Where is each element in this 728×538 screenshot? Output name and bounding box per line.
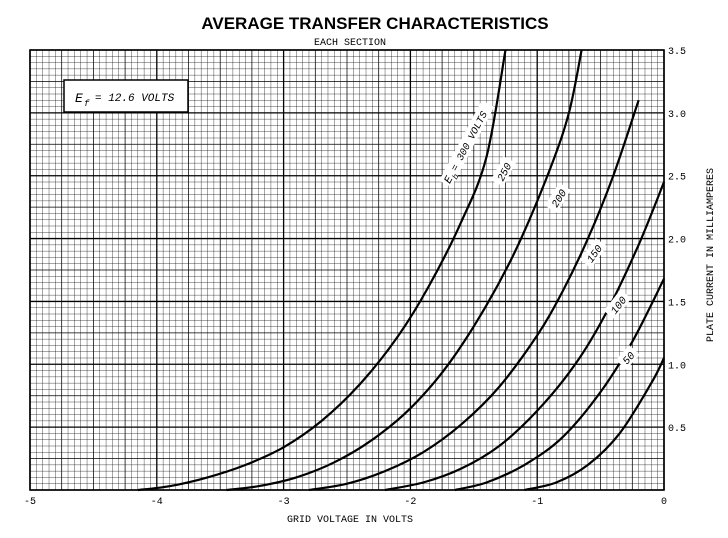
y-tick-label: 1.0	[668, 361, 686, 372]
x-tick-label: -1	[531, 497, 543, 508]
curve-label-group: 250	[490, 156, 516, 187]
curve-label-group: 100	[603, 289, 632, 320]
y-tick-label: 2.5	[668, 173, 686, 184]
curve-eb-150	[384, 181, 666, 492]
y-axis-label: PLATE CURRENT IN MILLIAMPERES	[706, 168, 717, 342]
x-axis-label: GRID VOLTAGE IN VOLTS	[287, 515, 413, 526]
y-tick-label: 3.5	[668, 47, 686, 58]
curve-label-bg	[544, 182, 572, 213]
annotation-text: = 12.6 VOLTS	[95, 93, 175, 105]
x-tick-label: -3	[278, 497, 290, 508]
plot-frame	[29, 49, 665, 491]
curve-label-bg	[439, 100, 495, 188]
chart-title: AVERAGE TRANSFER CHARACTERISTICS	[201, 14, 548, 33]
y-tick-label: 3.0	[668, 110, 686, 121]
curve-label-bg	[490, 156, 516, 187]
curve-label-bg	[615, 345, 640, 370]
curve-label-group: 200	[544, 182, 572, 213]
curve-eb-250	[226, 49, 583, 492]
y-tick-label: 2.0	[668, 236, 686, 247]
curve-eb-100	[454, 278, 665, 492]
filament-voltage-annotation: E f = 12.6 VOLTS	[63, 79, 189, 113]
annotation-subscript: f	[84, 99, 90, 109]
x-tick-label: -4	[151, 497, 163, 508]
curve-label-bg	[579, 238, 608, 269]
curve-label-group: 150	[579, 238, 608, 269]
chart-subtitle: EACH SECTION	[314, 38, 386, 49]
x-tick-label: -5	[24, 497, 36, 508]
curve-label-bg	[603, 289, 632, 320]
tick-labels: -5 -4 -3 -2 -1 0 0.5 1.0 1.5 2.0 2.5 3.0 3.5	[24, 47, 686, 508]
y-tick-label: 0.5	[668, 424, 686, 435]
curves	[137, 49, 666, 492]
curve-eb-300	[137, 49, 507, 492]
y-tick-label: 1.5	[668, 298, 686, 309]
annotation-box	[63, 79, 189, 113]
curve-label-eb-symbol: E	[443, 174, 457, 186]
curve-label-eb-subscript: b	[451, 173, 461, 182]
curve-eb-200	[308, 99, 640, 492]
x-tick-label: 0	[661, 497, 667, 508]
annotation-symbol: E	[75, 91, 83, 106]
curve-eb-50	[524, 357, 665, 492]
x-tick-label: -2	[404, 497, 416, 508]
grid	[29, 49, 665, 491]
